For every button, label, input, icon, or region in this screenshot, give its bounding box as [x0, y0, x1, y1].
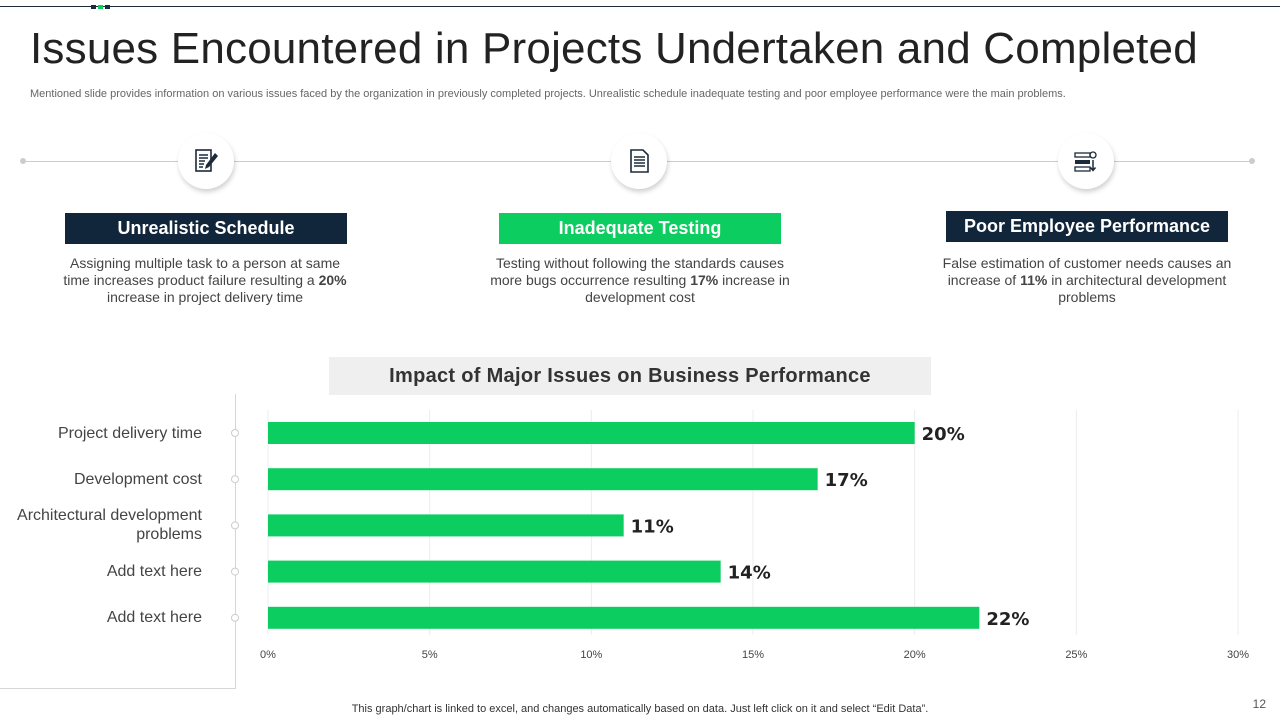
issue-header-inadequate-testing: Inadequate Testing — [499, 213, 781, 244]
issue-description: Testing without following the standards … — [490, 255, 790, 306]
desc-highlight: 11% — [1020, 272, 1048, 288]
timeline-dot — [1249, 158, 1255, 164]
category-label: Architectural development problems — [17, 507, 202, 544]
page-title: Issues Encountered in Projects Undertake… — [30, 24, 1198, 73]
x-tick-label: 15% — [742, 649, 764, 661]
connector-knob — [231, 521, 239, 530]
connector-knob — [231, 429, 239, 437]
data-label: 22% — [986, 609, 1029, 630]
bar — [268, 422, 915, 444]
x-tick-label: 5% — [422, 649, 438, 661]
frame-line — [235, 394, 236, 689]
issue-header-poor-employee-performance: Poor Employee Performance — [946, 211, 1228, 242]
desc-highlight: 17% — [690, 272, 719, 288]
issue-header-unrealistic-schedule: Unrealistic Schedule — [65, 213, 347, 244]
data-label: 11% — [631, 516, 674, 537]
top-rule — [0, 6, 1280, 7]
category-label: Project delivery time — [57, 424, 202, 442]
data-label: 20% — [922, 424, 965, 445]
timeline-dot — [20, 158, 26, 164]
page-number: 12 — [1252, 697, 1266, 711]
issue-description: Assigning multiple task to a person at s… — [55, 255, 355, 306]
connector-knob — [231, 613, 239, 622]
x-tick-label: 10% — [580, 649, 602, 661]
chart-title: Impact of Major Issues on Business Perfo… — [329, 357, 931, 395]
bar — [268, 606, 980, 629]
document-pen-icon — [178, 133, 234, 189]
bar — [268, 560, 721, 583]
desc-text: Testing without following the standards … — [490, 255, 784, 288]
issue-description: False estimation of customer needs cause… — [937, 255, 1237, 306]
decor-square — [91, 5, 96, 9]
settings-list-icon — [1058, 133, 1114, 189]
x-tick-label: 0% — [260, 649, 276, 661]
data-label: 17% — [825, 470, 868, 491]
page-subtitle: Mentioned slide provides information on … — [30, 88, 1066, 100]
data-label: 14% — [728, 563, 771, 584]
decor-square — [105, 5, 110, 9]
desc-highlight: 20% — [318, 272, 347, 288]
bar — [268, 514, 624, 537]
decor-square — [98, 5, 103, 9]
frame-line — [0, 688, 236, 689]
category-label: Development cost — [73, 470, 202, 488]
bar — [268, 468, 818, 491]
desc-text: increase in development cost — [585, 272, 790, 305]
footer-note: This graph/chart is linked to excel, and… — [351, 703, 929, 715]
desc-text: Assigning multiple task to a person at s… — [63, 255, 341, 288]
desc-text: increase in project delivery time — [106, 289, 304, 305]
desc-text: in architectural development problems — [1047, 272, 1227, 305]
x-tick-label: 25% — [1065, 649, 1087, 661]
x-tick-label: 20% — [904, 649, 926, 661]
desc-text: False estimation of customer needs cause… — [942, 255, 1232, 288]
x-tick-label: 30% — [1227, 649, 1249, 661]
connector-knob — [231, 475, 239, 484]
category-label: Add text here — [106, 609, 202, 627]
category-label: Add text here — [106, 563, 202, 581]
document-list-icon — [611, 133, 667, 189]
connector-knob — [231, 567, 239, 576]
